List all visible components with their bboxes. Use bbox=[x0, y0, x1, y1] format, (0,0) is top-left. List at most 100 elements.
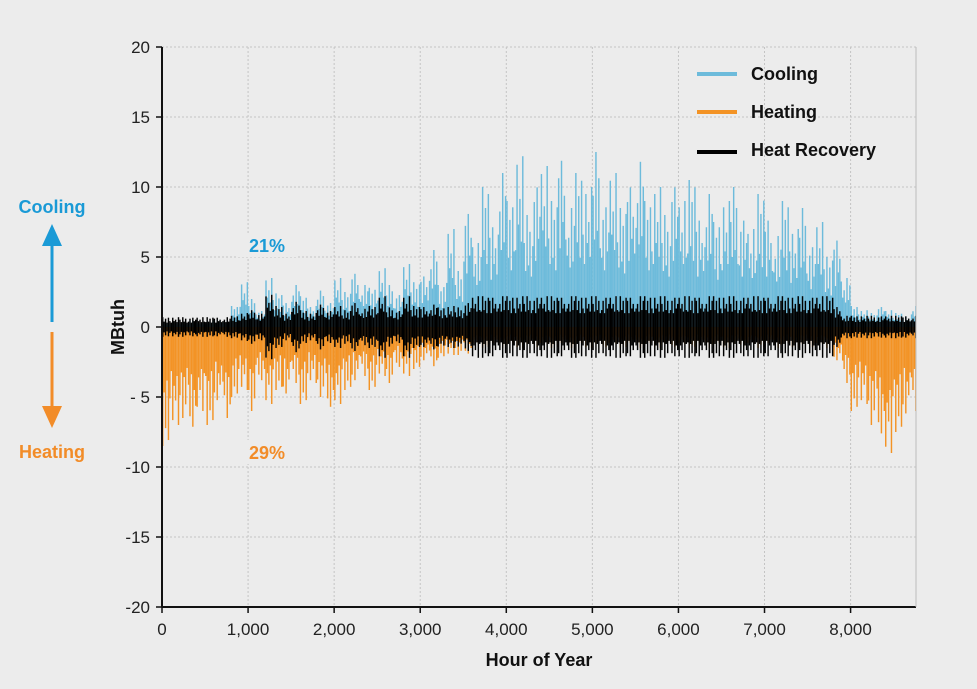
cooling-bar bbox=[446, 282, 448, 327]
cooling-bar bbox=[735, 208, 738, 327]
heat-recovery-bar bbox=[797, 296, 799, 358]
heat-recovery-bar bbox=[826, 296, 828, 358]
cooling-bar bbox=[684, 201, 686, 327]
heat-recovery-bar bbox=[758, 310, 761, 344]
cooling-bar bbox=[745, 243, 748, 327]
cooling-bar bbox=[829, 267, 831, 327]
heating-bar bbox=[240, 327, 243, 387]
heating-bar bbox=[236, 327, 239, 394]
cooling-bar bbox=[796, 278, 798, 327]
cooling-bar bbox=[542, 230, 544, 327]
heat-recovery-bar bbox=[328, 319, 330, 335]
heating-bar bbox=[209, 327, 211, 411]
cooling-bar bbox=[239, 306, 241, 327]
heat-recovery-bar bbox=[497, 308, 500, 346]
heating-bar bbox=[879, 327, 881, 378]
legend: Cooling Heating Heat Recovery bbox=[697, 64, 876, 160]
cooling-bar bbox=[398, 295, 401, 327]
cooling-bar bbox=[347, 297, 349, 327]
heating-bar bbox=[390, 327, 392, 358]
heating-bar bbox=[316, 327, 319, 380]
cooling-bar bbox=[732, 187, 735, 327]
heat-recovery-bar bbox=[467, 303, 469, 351]
heating-bar bbox=[887, 327, 890, 422]
heat-recovery-bar bbox=[182, 317, 184, 337]
heat-recovery-bar bbox=[530, 313, 533, 341]
heat-recovery-bar bbox=[481, 296, 484, 358]
heating-bar bbox=[395, 327, 398, 363]
heat-recovery-bar bbox=[810, 313, 812, 341]
cooling-bar bbox=[516, 164, 518, 327]
heat-recovery-bar bbox=[405, 303, 408, 351]
heating-bar bbox=[877, 327, 880, 423]
heat-recovery-bar bbox=[352, 315, 355, 339]
arrow-up-icon bbox=[42, 224, 62, 246]
heat-recovery-bar bbox=[271, 294, 273, 360]
heating-bar bbox=[417, 327, 419, 346]
heat-recovery-bar bbox=[552, 310, 554, 344]
heat-recovery-bar bbox=[750, 303, 752, 351]
heat-recovery-bar bbox=[425, 311, 428, 343]
heat-recovery-bar bbox=[859, 321, 861, 333]
heating-bar bbox=[301, 327, 303, 370]
heat-recovery-bar bbox=[872, 320, 874, 334]
cooling-bar bbox=[760, 213, 762, 327]
heat-recovery-bar bbox=[345, 317, 348, 337]
heating-bar bbox=[170, 327, 173, 372]
heat-recovery-bar bbox=[242, 318, 244, 336]
cooling-bar bbox=[618, 267, 620, 327]
heat-recovery-bar bbox=[272, 309, 274, 345]
heat-recovery-bar bbox=[364, 308, 366, 346]
heat-recovery-bar bbox=[509, 300, 511, 354]
heat-recovery-bar bbox=[897, 317, 900, 337]
cooling-bar bbox=[536, 187, 538, 327]
heat-recovery-bar bbox=[745, 303, 748, 351]
heat-recovery-bar bbox=[232, 320, 234, 334]
cooling-bar bbox=[847, 300, 850, 327]
heat-recovery-bar bbox=[567, 303, 570, 351]
cooling-bar bbox=[520, 241, 523, 327]
heat-recovery-bar bbox=[435, 307, 438, 347]
cooling-bar bbox=[466, 273, 468, 327]
heat-recovery-bar bbox=[331, 316, 333, 338]
cooling-bar bbox=[450, 253, 452, 327]
heat-recovery-bar bbox=[625, 297, 627, 357]
cooling-bar bbox=[823, 269, 825, 327]
heat-recovery-bar bbox=[790, 313, 792, 341]
y-tick-label: - 5 bbox=[130, 388, 150, 407]
heat-recovery-bar bbox=[433, 304, 435, 350]
cooling-bar bbox=[699, 259, 702, 327]
heat-recovery-bar bbox=[874, 321, 877, 333]
heat-recovery-bar bbox=[431, 315, 434, 339]
heating-bar bbox=[886, 327, 888, 403]
heat-recovery-bar bbox=[440, 310, 442, 344]
heat-recovery-bar bbox=[177, 317, 180, 337]
heat-recovery-bar bbox=[441, 318, 444, 336]
heat-recovery-bar bbox=[354, 303, 356, 351]
heat-recovery-bar bbox=[233, 317, 236, 337]
cooling-bar bbox=[814, 264, 817, 327]
heat-recovery-bar bbox=[470, 308, 472, 346]
heat-recovery-bar bbox=[780, 300, 782, 354]
heat-recovery-bar bbox=[777, 296, 779, 358]
heat-recovery-bar bbox=[397, 319, 399, 335]
heat-recovery-bar bbox=[559, 313, 561, 341]
cooling-bar bbox=[388, 285, 391, 327]
heat-recovery-bar bbox=[286, 318, 289, 336]
cooling-bar bbox=[355, 293, 358, 327]
heating-bar bbox=[348, 327, 350, 356]
heating-bar bbox=[182, 327, 184, 418]
heat-recovery-bar bbox=[312, 316, 315, 338]
cooling-bar bbox=[362, 306, 365, 327]
heat-recovery-bar bbox=[292, 308, 294, 346]
cooling-bar bbox=[740, 231, 742, 327]
heat-recovery-bar bbox=[179, 319, 181, 335]
cooling-direction-label: Cooling bbox=[19, 197, 86, 217]
heat-recovery-bar bbox=[315, 313, 317, 341]
cooling-bar bbox=[811, 247, 814, 327]
cooling-bar bbox=[843, 290, 845, 327]
heat-recovery-bar bbox=[248, 314, 250, 340]
heat-recovery-bar bbox=[308, 320, 310, 334]
cooling-bar bbox=[714, 269, 716, 327]
heat-recovery-bar bbox=[236, 316, 239, 338]
